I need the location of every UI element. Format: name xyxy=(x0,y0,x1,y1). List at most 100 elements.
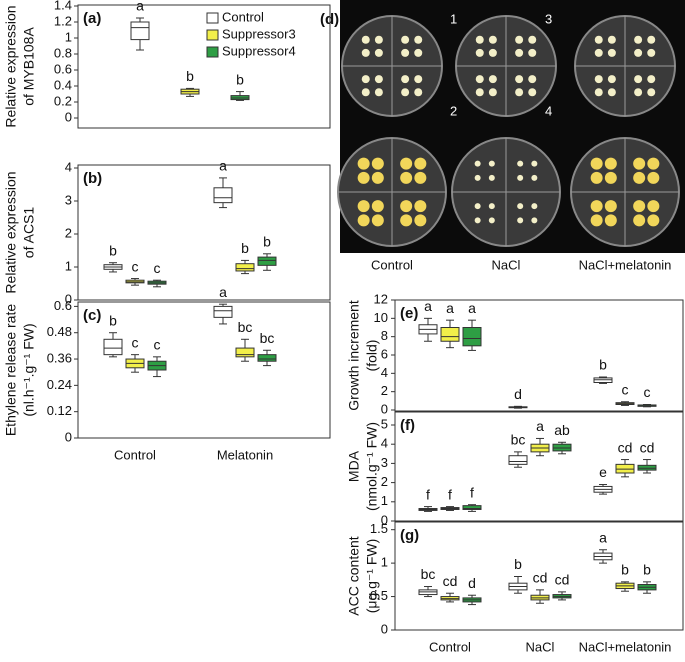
x-tick-label: Control xyxy=(114,447,156,462)
y-tick-label: 2 xyxy=(381,474,388,489)
callus xyxy=(604,171,617,184)
callus xyxy=(633,171,646,184)
legend-label: Suppressor4 xyxy=(222,43,296,58)
callus xyxy=(488,217,495,224)
significance-letter: bc xyxy=(260,330,275,346)
y-tick-label: 0 xyxy=(381,512,388,527)
y-tick-label: 5 xyxy=(381,416,388,431)
y-tick-label: 0.6 xyxy=(54,61,72,76)
photo-caption: NaCl xyxy=(492,257,521,272)
panel-frame xyxy=(77,164,331,301)
callus xyxy=(414,88,423,97)
significance-letter: a xyxy=(136,0,144,14)
significance-letter: a xyxy=(536,418,544,434)
callus xyxy=(515,35,524,44)
y-axis-label: MDA xyxy=(346,450,362,482)
y-tick-label: 2 xyxy=(65,225,72,240)
callus xyxy=(647,214,660,227)
significance-letter: d xyxy=(468,575,476,591)
callus xyxy=(357,214,370,227)
significance-letter: bc xyxy=(238,319,253,335)
callus xyxy=(357,200,370,213)
callus xyxy=(647,200,660,213)
callus xyxy=(515,88,524,97)
y-tick-label: 1 xyxy=(65,29,72,44)
box xyxy=(103,338,123,356)
y-axis-label: Growth increment xyxy=(346,300,362,411)
callus xyxy=(634,35,643,44)
significance-letter: b xyxy=(186,68,194,84)
callus xyxy=(414,157,427,170)
callus xyxy=(371,157,384,170)
callus xyxy=(604,157,617,170)
significance-letter: c xyxy=(622,381,629,397)
significance-letter: b xyxy=(263,234,271,250)
y-tick-label: 4 xyxy=(381,436,388,451)
callus xyxy=(374,48,383,57)
y-tick-label: 0 xyxy=(65,291,72,306)
significance-letter: a xyxy=(468,300,476,316)
callus xyxy=(414,214,427,227)
y-tick-label: 0.48 xyxy=(47,324,72,339)
y-tick-label: 0 xyxy=(381,621,388,636)
quadrant-number: 3 xyxy=(545,11,552,26)
callus xyxy=(414,171,427,184)
panel-frame xyxy=(77,301,331,439)
callus xyxy=(590,200,603,213)
callus xyxy=(400,157,413,170)
significance-letter: cd xyxy=(555,572,570,588)
callus xyxy=(401,88,410,97)
y-tick-label: 0.5 xyxy=(370,588,388,603)
quadrant-number: 1 xyxy=(450,11,457,26)
x-tick-label: NaCl xyxy=(526,639,555,654)
callus xyxy=(400,200,413,213)
significance-letter: a xyxy=(599,529,607,545)
callus xyxy=(528,75,537,84)
box xyxy=(462,505,482,510)
significance-letter: c xyxy=(132,258,139,274)
callus xyxy=(531,160,538,167)
callus xyxy=(488,174,495,181)
callus xyxy=(647,75,656,84)
callus xyxy=(531,217,538,224)
y-tick-label: 1.5 xyxy=(370,521,388,536)
callus xyxy=(604,200,617,213)
callus xyxy=(414,35,423,44)
significance-letter: c xyxy=(132,334,139,350)
callus xyxy=(361,48,370,57)
callus xyxy=(361,88,370,97)
significance-letter: cd xyxy=(640,439,655,455)
panel-label: (e) xyxy=(400,305,418,322)
callus xyxy=(528,35,537,44)
y-axis-label: ACC content xyxy=(346,536,362,615)
y-tick-label: 10 xyxy=(374,310,388,325)
callus xyxy=(474,217,481,224)
significance-letter: e xyxy=(599,464,607,480)
callus xyxy=(401,35,410,44)
significance-letter: cd xyxy=(618,439,633,455)
callus xyxy=(371,171,384,184)
panel-frame xyxy=(394,299,684,412)
y-tick-label: 0 xyxy=(381,401,388,416)
callus xyxy=(633,200,646,213)
callus xyxy=(517,217,524,224)
significance-letter: b xyxy=(109,242,117,258)
callus xyxy=(475,48,484,57)
callus xyxy=(374,35,383,44)
box xyxy=(508,455,528,465)
significance-letter: cd xyxy=(533,570,548,586)
significance-letter: a xyxy=(219,284,227,300)
y-tick-label: 0 xyxy=(65,109,72,124)
y-tick-label: 2 xyxy=(381,383,388,398)
callus xyxy=(590,157,603,170)
callus xyxy=(647,48,656,57)
y-tick-label: 6 xyxy=(381,346,388,361)
callus xyxy=(531,174,538,181)
legend-label: Suppressor3 xyxy=(222,26,296,41)
y-tick-label: 0.2 xyxy=(54,93,72,108)
callus xyxy=(647,35,656,44)
callus xyxy=(401,48,410,57)
panel-label: (c) xyxy=(83,307,101,324)
significance-letter: a xyxy=(424,298,432,314)
y-tick-label: 4 xyxy=(65,159,72,174)
